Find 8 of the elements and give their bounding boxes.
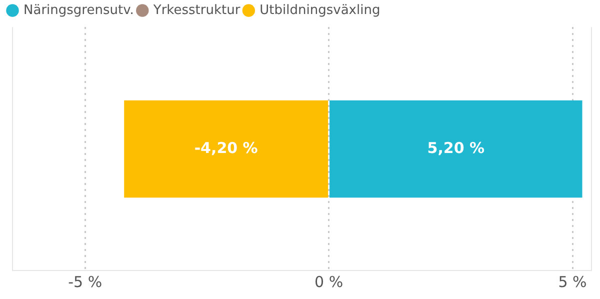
data-label: -4,20 % [194,138,258,157]
data-label: 5,20 % [427,138,485,157]
x-tick-label: 5 % [558,272,587,291]
x-tick-label: 0 % [314,272,344,291]
legend-label: Näringsgrensutv. [24,2,134,18]
legend-label: Yrkesstruktur [152,2,241,18]
x-tick-label: -5 % [68,272,102,291]
legend-label: Utbildningsväxling [260,2,380,18]
